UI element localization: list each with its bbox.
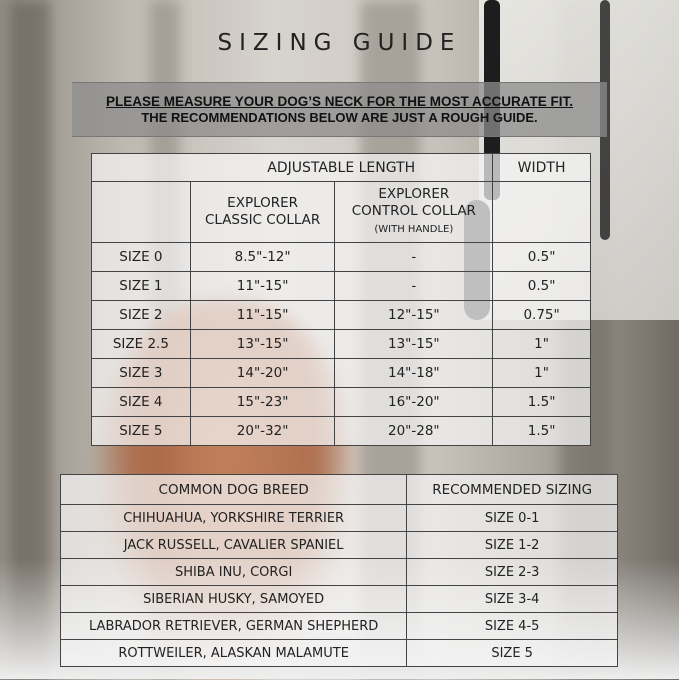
notice-line-2: THE RECOMMENDATIONS BELOW ARE JUST A ROU… [141, 110, 538, 125]
table-row: LABRADOR RETRIEVER, GERMAN SHEPHERD SIZE … [59, 612, 618, 640]
width-header: WIDTH [492, 153, 591, 182]
table-cell: - [334, 242, 494, 272]
table-cell: 1.5" [492, 387, 591, 417]
control-collar-header: EXPLORER CONTROL COLLAR (WITH HANDLE) [334, 181, 494, 243]
table-cell: JACK RUSSELL, CAVALIER SPANIEL [59, 531, 408, 559]
classic-collar-header: EXPLORER CLASSIC COLLAR [189, 181, 336, 243]
table-cell: SIZE 5 [406, 639, 618, 667]
table-cell: SIZE 1-2 [406, 531, 618, 559]
column-header-row: EXPLORER CLASSIC COLLAR EXPLORER CONTROL C… [91, 181, 591, 243]
table-cell: 20"-28" [334, 416, 494, 446]
table-cell: 15"-23" [189, 387, 336, 417]
table-row: JACK RUSSELL, CAVALIER SPANIEL SIZE 1-2 [59, 531, 618, 559]
table-row: SIZE 5 20"-32" 20"-28" 1.5" [91, 416, 591, 446]
table-cell: 8.5"-12" [189, 242, 336, 272]
group-header-row: ADJUSTABLE LENGTH WIDTH [91, 153, 591, 182]
table-row: SIZE 0 8.5"-12" -0.5" [91, 242, 591, 272]
table-cell: 1" [492, 329, 591, 359]
table-cell: SIZE 4 [91, 387, 191, 417]
notice-line-1: PLEASE MEASURE YOUR DOG’S NECK FOR THE M… [105, 94, 574, 109]
page-title: SIZING GUIDE [217, 30, 462, 56]
table-cell: 0.75" [492, 300, 591, 330]
table-row: ROTTWEILER, ALASKAN MALAMUTE SIZE 5 [59, 639, 618, 667]
table-row: SHIBA INU, CORGI SIZE 2-3 [59, 558, 618, 586]
table-cell: 1.5" [492, 416, 591, 446]
table-cell: 11"-15" [189, 271, 336, 301]
table-cell: 0.5" [492, 242, 591, 272]
breed-header: COMMON DOG BREED [59, 474, 408, 505]
table-cell: 14"-20" [189, 358, 336, 388]
table-cell: 16"-20" [334, 387, 494, 417]
size-table: ADJUSTABLE LENGTH WIDTH EXPLORER CLASSIC … [91, 153, 591, 446]
table-cell: SIZE 5 [91, 416, 191, 446]
table-cell: 13"-15" [189, 329, 336, 359]
table-cell: - [334, 271, 494, 301]
table-cell: CHIHUAHUA, YORKSHIRE TERRIER [59, 504, 408, 532]
table-cell: SIZE 3 [91, 358, 191, 388]
table-cell: 1" [492, 358, 591, 388]
table-row: CHIHUAHUA, YORKSHIRE TERRIER SIZE 0-1 [59, 504, 618, 532]
breed-table: COMMON DOG BREED RECOMMENDED SIZING CHIH… [59, 474, 618, 667]
table-cell: 13"-15" [334, 329, 494, 359]
adjustable-length-header: ADJUSTABLE LENGTH [190, 153, 494, 182]
table-cell: SIBERIAN HUSKY, SAMOYED [59, 585, 408, 613]
table-cell: SHIBA INU, CORGI [59, 558, 408, 586]
table-cell: SIZE 2-3 [406, 558, 618, 586]
table-row: SIZE 1 11"-15" -0.5" [91, 271, 591, 301]
table-cell: SIZE 2 [91, 300, 191, 330]
table-row: SIZE 2.5 13"-15" 13"-15" 1" [91, 329, 591, 359]
table-cell: ROTTWEILER, ALASKAN MALAMUTE [59, 639, 408, 667]
table-cell: SIZE 0 [91, 242, 191, 272]
table-row: SIZE 4 15"-23" 16"-20" 1.5" [91, 387, 591, 417]
table-row: SIBERIAN HUSKY, SAMOYED SIZE 3-4 [59, 585, 618, 613]
table-cell: 0.5" [492, 271, 591, 301]
table-cell: LABRADOR RETRIEVER, GERMAN SHEPHERD [59, 612, 408, 640]
sizing-header: RECOMMENDED SIZING [406, 474, 618, 505]
table-cell: SIZE 2.5 [91, 329, 191, 359]
table-cell: SIZE 4-5 [406, 612, 618, 640]
table-cell: 12"-15" [334, 300, 494, 330]
table-cell: 11"-15" [189, 300, 336, 330]
measure-notice: PLEASE MEASURE YOUR DOG’S NECK FOR THE M… [72, 82, 607, 137]
table-cell: 20"-32" [189, 416, 336, 446]
table-cell: 14"-18" [334, 358, 494, 388]
table-row: SIZE 3 14"-20" 14"-18" 1" [91, 358, 591, 388]
table-cell: SIZE 1 [91, 271, 191, 301]
table-row: SIZE 2 11"-15" 12"-15" 0.75" [91, 300, 591, 330]
breed-header-row: COMMON DOG BREED RECOMMENDED SIZING [59, 474, 618, 505]
table-cell: SIZE 3-4 [406, 585, 618, 613]
table-cell: SIZE 0-1 [406, 504, 618, 532]
